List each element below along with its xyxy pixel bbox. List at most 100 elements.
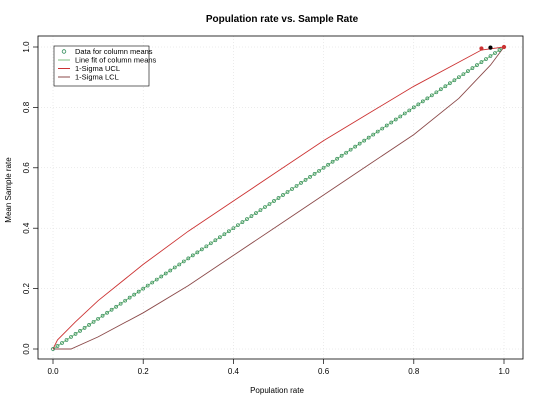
series-line-3: [53, 46, 505, 350]
data-point: [118, 301, 123, 306]
legend-swatch-0: [61, 49, 67, 54]
data-point: [411, 105, 416, 110]
y-tick-label-4: 0.8: [22, 101, 31, 113]
data-point: [285, 190, 290, 194]
data-point: [312, 171, 317, 176]
y-tick-label-0: 0.0: [22, 343, 31, 355]
x-tick-label-1: 0.2: [138, 367, 150, 376]
data-point: [380, 126, 385, 131]
data-point: [470, 66, 475, 70]
y-tick-label-1: 0.2: [22, 282, 31, 294]
data-point: [303, 178, 308, 182]
data-point: [186, 256, 191, 261]
data-point: [479, 60, 484, 64]
data-point: [484, 57, 488, 61]
data-point: [416, 102, 421, 107]
data-point: [114, 304, 118, 309]
y-axis: 0.0 0.2 0.4 0.6 0.8 1.0: [22, 41, 38, 355]
data-point: [371, 132, 376, 137]
data-point: [393, 117, 398, 122]
data-point: [213, 238, 218, 243]
data-point: [366, 135, 371, 140]
series-line-1: [52, 46, 505, 350]
data-point: [231, 226, 236, 231]
data-point: [353, 144, 358, 149]
data-point: [136, 289, 141, 294]
data-point: [407, 108, 412, 113]
data-point: [448, 81, 452, 86]
data-point: [267, 202, 272, 206]
y-tick-label-2: 0.4: [22, 222, 31, 234]
highlight-marker-2: [501, 44, 507, 50]
data-point: [69, 335, 73, 339]
data-point: [425, 96, 430, 101]
data-point: [299, 181, 303, 185]
data-point: [493, 51, 497, 55]
data-point: [308, 175, 312, 179]
data-point: [209, 241, 213, 246]
data-point: [488, 54, 493, 58]
data-point: [466, 69, 470, 74]
data-point: [141, 286, 146, 291]
data-point: [281, 193, 285, 197]
data-point: [389, 120, 394, 125]
data-point: [240, 220, 245, 225]
x-axis: 0.0 0.2 0.4 0.6 0.8 1.0: [47, 359, 510, 376]
data-point: [348, 147, 353, 152]
data-point: [96, 316, 100, 321]
data-point: [245, 217, 249, 221]
data-point: [60, 341, 64, 345]
data-point: [461, 72, 466, 77]
data-point: [339, 153, 344, 158]
data-point: [398, 114, 403, 119]
data-point: [78, 329, 82, 333]
series-points: [51, 44, 507, 351]
data-point: [254, 211, 258, 215]
data-point: [258, 208, 263, 212]
data-point: [294, 184, 299, 188]
data-point: [344, 150, 348, 155]
data-point: [475, 63, 479, 67]
data-point: [145, 283, 150, 288]
data-point: [150, 280, 155, 285]
data-point: [91, 319, 96, 324]
y-tick-label-3: 0.6: [22, 162, 31, 174]
data-point: [218, 235, 222, 240]
legend-label-2: 1-Sigma UCL: [75, 64, 120, 73]
legend-label-3: 1-Sigma LCL: [75, 73, 119, 82]
data-point: [290, 187, 294, 191]
data-point: [497, 48, 502, 52]
data-point: [64, 338, 69, 342]
data-point: [330, 159, 335, 164]
data-point: [335, 156, 339, 161]
data-point: [362, 138, 367, 143]
x-tick-label-0: 0.0: [47, 367, 59, 376]
data-point: [168, 268, 173, 273]
data-point: [190, 253, 195, 258]
data-point: [132, 292, 137, 297]
y-tick-label-5: 1.0: [22, 41, 31, 53]
data-point: [154, 277, 159, 282]
data-point: [317, 168, 321, 173]
data-point: [326, 162, 330, 167]
data-point: [443, 84, 448, 89]
data-point: [227, 229, 231, 234]
data-point: [55, 344, 60, 348]
x-tick-label-3: 0.6: [318, 367, 330, 376]
highlight-marker-1: [488, 45, 493, 50]
data-point: [263, 205, 267, 209]
data-point: [457, 75, 461, 80]
data-point: [204, 244, 209, 249]
data-point: [73, 332, 78, 336]
x-tick-label-5: 1.0: [498, 367, 510, 376]
data-point: [420, 99, 425, 104]
x-tick-label-4: 0.8: [408, 367, 420, 376]
data-point: [127, 295, 132, 300]
data-point: [222, 232, 227, 237]
data-point: [384, 123, 389, 128]
y-axis-label: Mean Sample rate: [4, 157, 13, 223]
data-point: [249, 214, 254, 218]
data-point: [195, 250, 200, 255]
